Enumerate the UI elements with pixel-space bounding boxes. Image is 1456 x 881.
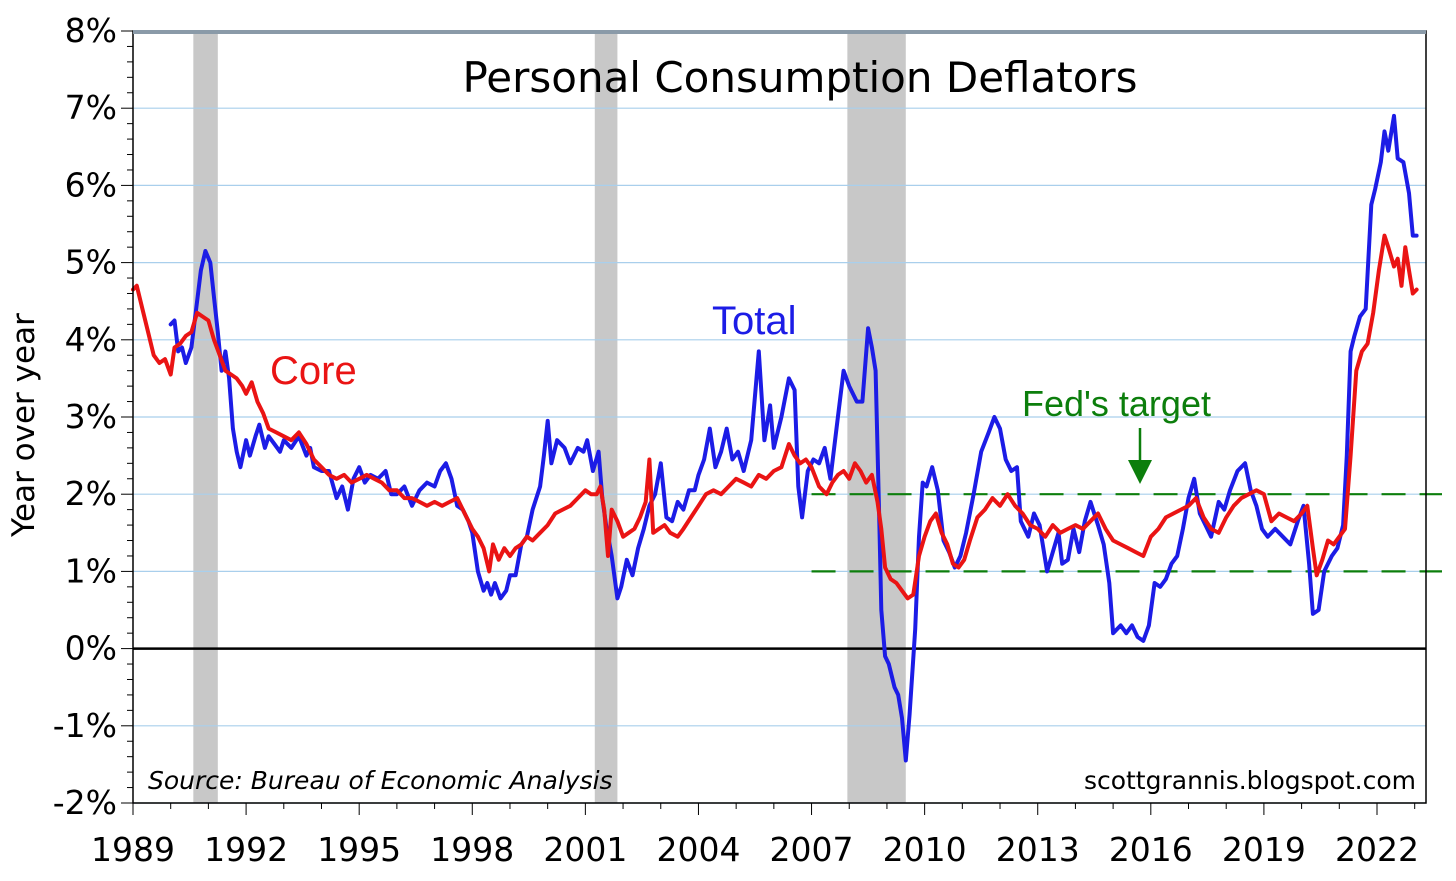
y-tick-label: 1% bbox=[65, 551, 117, 590]
minor-ticks bbox=[121, 30, 1416, 815]
x-tick-label: 2019 bbox=[1222, 830, 1306, 869]
x-tick-label: 2010 bbox=[883, 830, 967, 869]
x-tick-label: 1992 bbox=[204, 830, 288, 869]
y-axis-label: Year over year bbox=[6, 313, 42, 538]
y-tick-labels: 8% 7% 6% 5% 4% 3% 2% 1% 0% -1% -2% bbox=[53, 11, 117, 822]
series-line-core bbox=[131, 233, 1419, 601]
y-tick-label: 0% bbox=[65, 629, 117, 668]
x-tick-label: 2001 bbox=[543, 830, 627, 869]
y-tick-label: 3% bbox=[65, 397, 117, 436]
fed-target-label: Fed's target bbox=[1022, 383, 1211, 424]
chart-title: Personal Consumption Deflators bbox=[462, 53, 1137, 102]
credit-text: scottgrannis.blogspot.com bbox=[1084, 766, 1416, 795]
y-tick-label: 4% bbox=[65, 320, 117, 359]
x-tick-label: 2016 bbox=[1109, 830, 1193, 869]
core-series-label: Core bbox=[270, 349, 357, 393]
x-tick-label: 2022 bbox=[1335, 830, 1419, 869]
x-tick-label: 1995 bbox=[317, 830, 401, 869]
y-tick-label: 5% bbox=[65, 243, 117, 282]
x-tick-labels: 1989 1992 1995 1998 2001 2004 2007 2010 2013 2016… bbox=[91, 830, 1419, 869]
x-tick-label: 2007 bbox=[770, 830, 854, 869]
total-series-label: Total bbox=[712, 299, 797, 343]
series-line-total bbox=[168, 113, 1419, 763]
fed-target-band bbox=[811, 493, 1442, 573]
fed-target-arrow bbox=[1128, 428, 1152, 484]
x-tick-label: 2013 bbox=[996, 830, 1080, 869]
y-tick-label: 6% bbox=[65, 165, 117, 204]
x-tick-label: 1998 bbox=[430, 830, 514, 869]
y-tick-label: 8% bbox=[65, 11, 117, 50]
y-tick-label: 2% bbox=[65, 474, 117, 513]
x-tick-label: 1989 bbox=[91, 830, 175, 869]
y-tick-label: 7% bbox=[65, 88, 117, 127]
y-tick-label: -2% bbox=[53, 783, 117, 822]
source-note: Source: Bureau of Economic Analysis bbox=[148, 766, 613, 795]
y-tick-label: -1% bbox=[53, 706, 117, 745]
x-tick-label: 2004 bbox=[656, 830, 740, 869]
series-lines bbox=[131, 113, 1419, 763]
